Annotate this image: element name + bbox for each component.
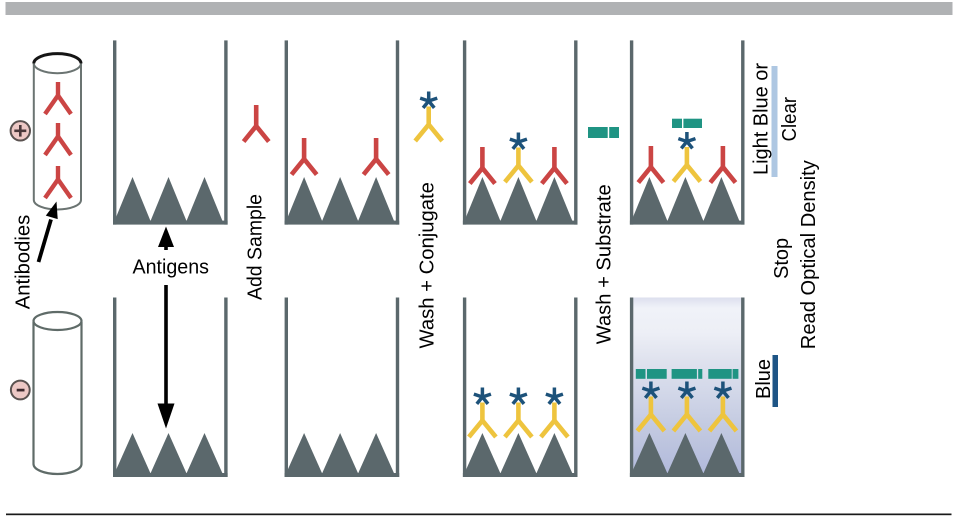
svg-text:Wash + Conjugate: Wash + Conjugate <box>417 182 439 349</box>
svg-text:Antigens: Antigens <box>133 256 210 278</box>
svg-text:Add Sample: Add Sample <box>245 194 267 300</box>
svg-text:Antibodies: Antibodies <box>13 215 35 310</box>
svg-text:Light Blue or: Light Blue or <box>751 63 773 175</box>
svg-text:Stop: Stop <box>771 238 793 279</box>
svg-text:Read Optical Density: Read Optical Density <box>798 160 820 349</box>
svg-text:Blue: Blue <box>753 359 775 399</box>
svg-text:Clear: Clear <box>779 97 801 142</box>
svg-text:Wash + Substrate: Wash + Substrate <box>594 184 616 344</box>
